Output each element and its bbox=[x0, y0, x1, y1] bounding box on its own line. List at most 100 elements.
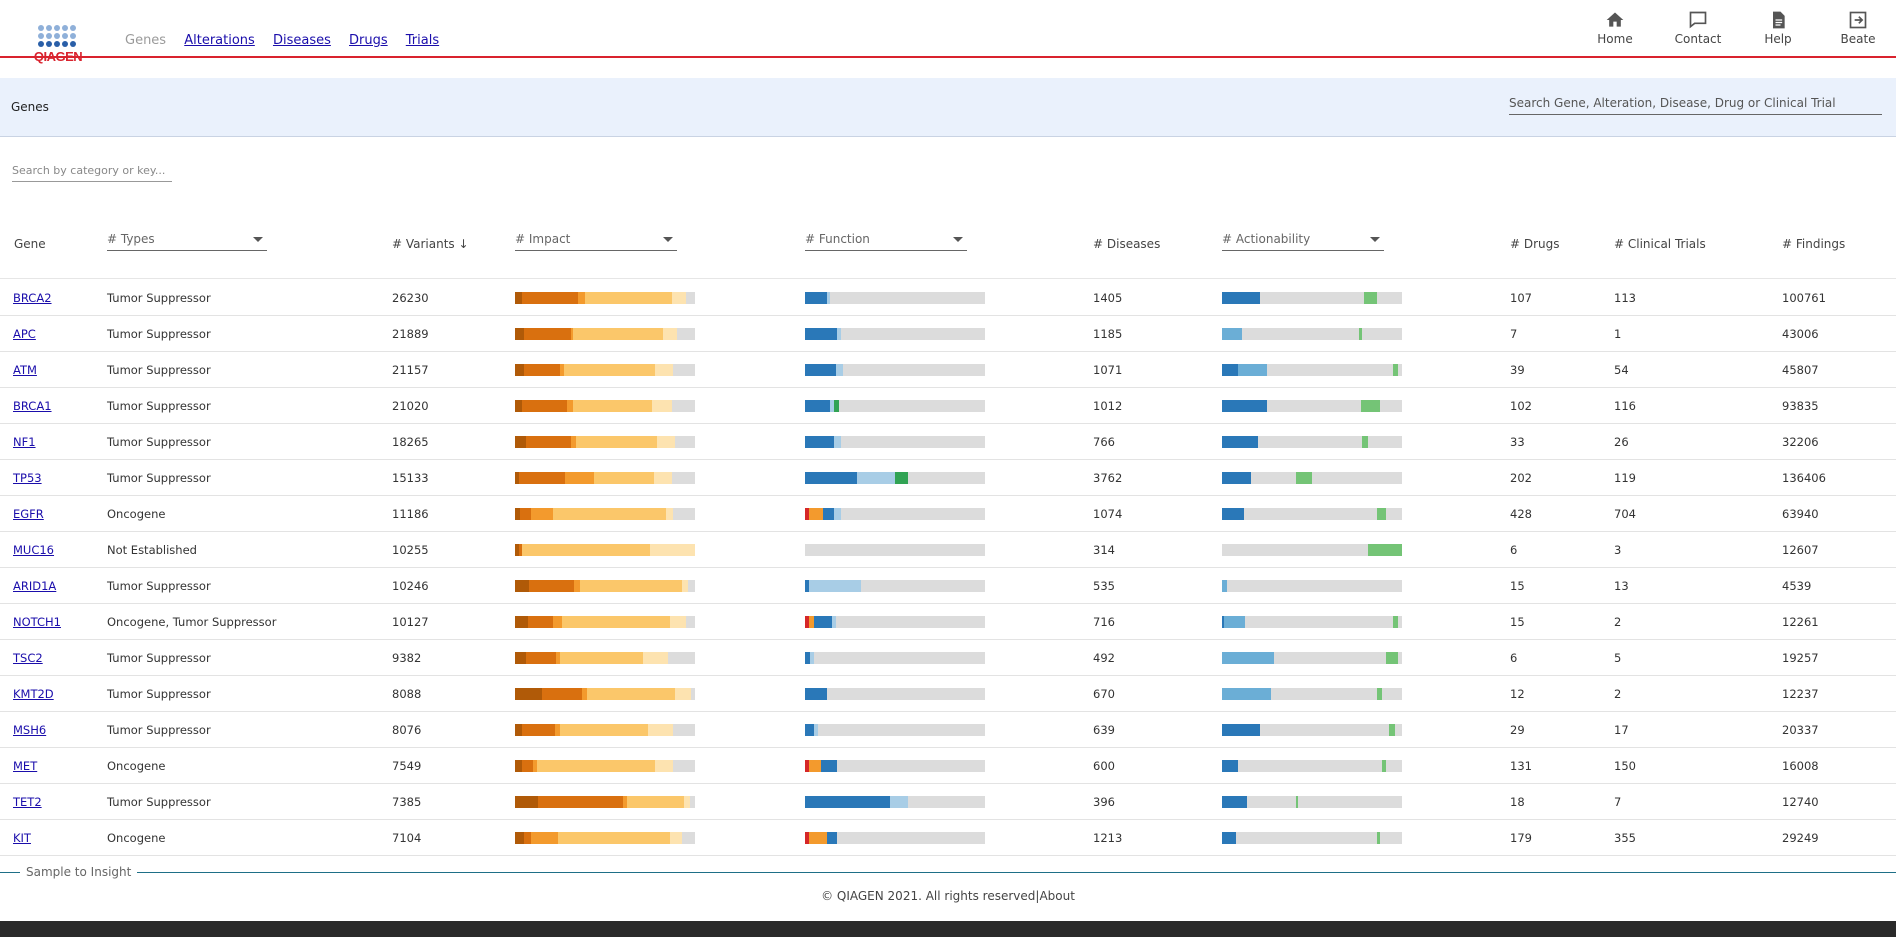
table-row[interactable]: TSC2 Tumor Suppressor 9382 492 6 5 19257 bbox=[0, 639, 1896, 676]
impact-bar[interactable] bbox=[515, 436, 695, 448]
actionability-bar[interactable] bbox=[1222, 832, 1402, 844]
impact-bar[interactable] bbox=[515, 400, 695, 412]
impact-bar[interactable] bbox=[515, 724, 695, 736]
gene-link[interactable]: NOTCH1 bbox=[13, 615, 61, 629]
actionability-bar[interactable] bbox=[1222, 580, 1402, 592]
actionability-bar[interactable] bbox=[1222, 544, 1402, 556]
impact-bar[interactable] bbox=[515, 832, 695, 844]
impact-bar[interactable] bbox=[515, 760, 695, 772]
actionability-bar[interactable] bbox=[1222, 724, 1402, 736]
user-logout-button[interactable]: Beate bbox=[1818, 10, 1896, 46]
table-row[interactable]: NOTCH1 Oncogene, Tumor Suppressor 10127 716… bbox=[0, 603, 1896, 640]
table-row[interactable]: EGFR Oncogene 11186 1074 428 704 63940 bbox=[0, 495, 1896, 532]
global-search-input[interactable]: Search Gene, Alteration, Disease, Drug o… bbox=[1509, 96, 1882, 115]
col-header-gene[interactable]: Gene bbox=[14, 237, 46, 251]
table-row[interactable]: ATM Tumor Suppressor 21157 1071 39 54 45807 bbox=[0, 351, 1896, 388]
impact-bar[interactable] bbox=[515, 652, 695, 664]
impact-bar[interactable] bbox=[515, 328, 695, 340]
help-button[interactable]: Help bbox=[1738, 10, 1818, 46]
impact-bar[interactable] bbox=[515, 544, 695, 556]
impact-filter-select[interactable]: # Impact bbox=[515, 232, 677, 251]
gene-link[interactable]: TP53 bbox=[13, 471, 42, 485]
function-bar[interactable] bbox=[805, 724, 985, 736]
impact-bar[interactable] bbox=[515, 796, 695, 808]
actionability-bar[interactable] bbox=[1222, 436, 1402, 448]
col-header-findings[interactable]: # Findings bbox=[1782, 237, 1846, 251]
function-bar[interactable] bbox=[805, 616, 985, 628]
contact-button[interactable]: Contact bbox=[1658, 10, 1738, 46]
actionability-bar[interactable] bbox=[1222, 364, 1402, 376]
function-bar[interactable] bbox=[805, 292, 985, 304]
table-row[interactable]: BRCA2 Tumor Suppressor 26230 1405 107 113 1007… bbox=[0, 279, 1896, 316]
impact-bar[interactable] bbox=[515, 616, 695, 628]
impact-bar[interactable] bbox=[515, 364, 695, 376]
gene-link[interactable]: EGFR bbox=[13, 507, 44, 521]
gene-link[interactable]: BRCA2 bbox=[13, 291, 52, 305]
table-row[interactable]: ARID1A Tumor Suppressor 10246 535 15 13 4539 bbox=[0, 567, 1896, 604]
function-bar[interactable] bbox=[805, 472, 985, 484]
home-button[interactable]: Home bbox=[1575, 10, 1655, 46]
types-filter-select[interactable]: # Types bbox=[107, 232, 267, 251]
table-row[interactable]: APC Tumor Suppressor 21889 1185 7 1 43006 bbox=[0, 315, 1896, 352]
actionability-bar[interactable] bbox=[1222, 652, 1402, 664]
function-bar[interactable] bbox=[805, 688, 985, 700]
function-bar[interactable] bbox=[805, 832, 985, 844]
table-row[interactable]: MUC16 Not Established 10255 314 6 3 12607 bbox=[0, 531, 1896, 568]
col-header-drugs[interactable]: # Drugs bbox=[1510, 237, 1560, 251]
col-header-variants[interactable]: # Variants ↓ bbox=[392, 237, 469, 251]
table-row[interactable]: MET Oncogene 7549 600 131 150 16008 bbox=[0, 747, 1896, 784]
gene-link[interactable]: MET bbox=[13, 759, 38, 773]
gene-link[interactable]: MUC16 bbox=[13, 543, 55, 557]
table-row[interactable]: TET2 Tumor Suppressor 7385 396 18 7 12740 bbox=[0, 783, 1896, 820]
gene-link[interactable]: ARID1A bbox=[13, 579, 57, 593]
table-row[interactable]: TP53 Tumor Suppressor 15133 3762 202 119 13640… bbox=[0, 459, 1896, 496]
function-bar[interactable] bbox=[805, 652, 985, 664]
function-bar[interactable] bbox=[805, 436, 985, 448]
category-search-input[interactable]: Search by category or key... bbox=[12, 164, 172, 182]
impact-bar[interactable] bbox=[515, 580, 695, 592]
table-row[interactable]: KMT2D Tumor Suppressor 8088 670 12 2 12237 bbox=[0, 675, 1896, 712]
function-bar[interactable] bbox=[805, 328, 985, 340]
nav-link-alterations[interactable]: Alterations bbox=[184, 33, 255, 48]
col-header-trials[interactable]: # Clinical Trials bbox=[1614, 237, 1706, 251]
actionability-bar[interactable] bbox=[1222, 796, 1402, 808]
col-header-diseases[interactable]: # Diseases bbox=[1093, 237, 1161, 251]
table-row[interactable]: KIT Oncogene 7104 1213 179 355 29249 bbox=[0, 819, 1896, 856]
table-row[interactable]: NF1 Tumor Suppressor 18265 766 33 26 32206 bbox=[0, 423, 1896, 460]
about-link[interactable]: About bbox=[1039, 889, 1075, 903]
actionability-bar[interactable] bbox=[1222, 688, 1402, 700]
impact-bar[interactable] bbox=[515, 688, 695, 700]
gene-link[interactable]: ATM bbox=[13, 363, 37, 377]
nav-link-drugs[interactable]: Drugs bbox=[349, 33, 388, 48]
function-bar[interactable] bbox=[805, 760, 985, 772]
actionability-bar[interactable] bbox=[1222, 508, 1402, 520]
gene-link[interactable]: APC bbox=[13, 327, 36, 341]
actionability-bar[interactable] bbox=[1222, 292, 1402, 304]
table-row[interactable]: BRCA1 Tumor Suppressor 21020 1012 102 116 9383… bbox=[0, 387, 1896, 424]
function-bar[interactable] bbox=[805, 364, 985, 376]
actionability-bar[interactable] bbox=[1222, 616, 1402, 628]
actionability-bar[interactable] bbox=[1222, 760, 1402, 772]
function-bar[interactable] bbox=[805, 544, 985, 556]
function-bar[interactable] bbox=[805, 796, 985, 808]
actionability-filter-select[interactable]: # Actionability bbox=[1222, 232, 1384, 251]
gene-link[interactable]: KMT2D bbox=[13, 687, 54, 701]
function-bar[interactable] bbox=[805, 508, 985, 520]
impact-bar[interactable] bbox=[515, 472, 695, 484]
gene-link[interactable]: NF1 bbox=[13, 435, 36, 449]
gene-link[interactable]: TSC2 bbox=[13, 651, 43, 665]
function-filter-select[interactable]: # Function bbox=[805, 232, 967, 251]
function-bar[interactable] bbox=[805, 400, 985, 412]
actionability-bar[interactable] bbox=[1222, 400, 1402, 412]
gene-link[interactable]: BRCA1 bbox=[13, 399, 52, 413]
impact-bar[interactable] bbox=[515, 508, 695, 520]
nav-link-trials[interactable]: Trials bbox=[405, 33, 440, 48]
actionability-bar[interactable] bbox=[1222, 328, 1402, 340]
actionability-bar[interactable] bbox=[1222, 472, 1402, 484]
nav-link-diseases[interactable]: Diseases bbox=[272, 33, 331, 48]
gene-link[interactable]: MSH6 bbox=[13, 723, 47, 737]
gene-link[interactable]: KIT bbox=[13, 831, 31, 845]
function-bar[interactable] bbox=[805, 580, 985, 592]
qiagen-logo[interactable]: QIAGEN bbox=[32, 24, 84, 66]
gene-link[interactable]: TET2 bbox=[13, 795, 42, 809]
